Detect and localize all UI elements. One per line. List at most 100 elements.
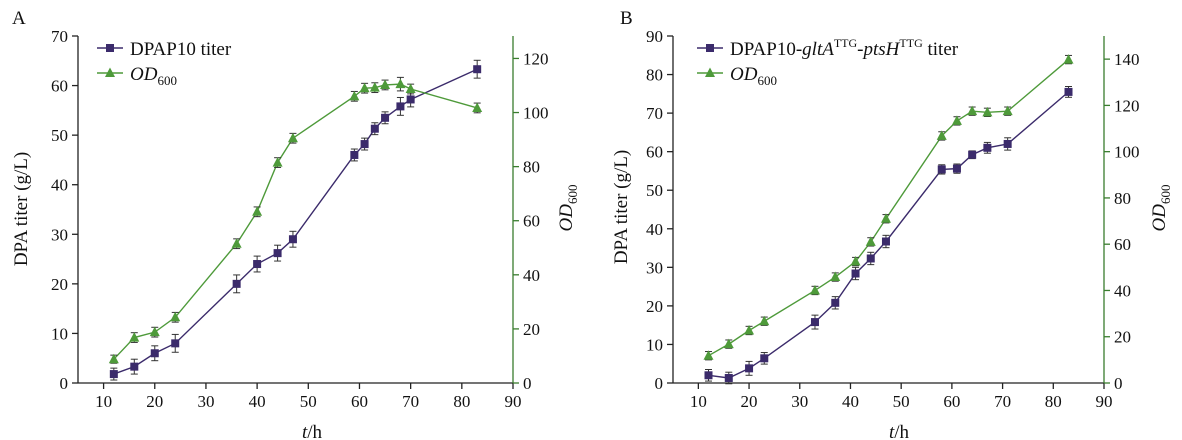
data-point <box>108 353 119 364</box>
x-axis-label-rest: /h <box>894 422 909 440</box>
data-point <box>968 150 977 159</box>
y-right-tick-label: 100 <box>523 104 549 123</box>
y-axis-right-label-italic: OD <box>1149 204 1170 232</box>
y-right-tick-label: 100 <box>1114 143 1140 162</box>
x-tick-label: 70 <box>402 392 419 411</box>
y-right-tick-label: 80 <box>1114 189 1131 208</box>
data-point <box>370 124 379 133</box>
data-point <box>170 311 181 322</box>
x-tick-label: 20 <box>741 392 758 411</box>
y-left-tick-label: 80 <box>646 66 663 85</box>
y-right-tick-label: 60 <box>523 212 540 231</box>
data-point <box>744 324 755 335</box>
data-point <box>1064 87 1073 96</box>
data-point <box>810 318 819 327</box>
data-point <box>724 373 733 382</box>
y-right-tick-label: 0 <box>523 374 532 393</box>
legend-label-part: TTG <box>834 36 858 50</box>
data-point <box>349 90 360 101</box>
legend-label-part: 600 <box>757 73 777 88</box>
data-point <box>760 354 769 363</box>
data-point <box>1003 139 1012 148</box>
panel-label: B <box>620 8 633 29</box>
x-tick-label: 40 <box>249 392 266 411</box>
legend-item: OD600 <box>97 64 177 88</box>
x-axis-label-rest: /h <box>307 422 322 440</box>
data-point <box>130 362 139 371</box>
data-point <box>472 102 483 112</box>
data-point <box>851 269 860 278</box>
y-right-tick-label: 120 <box>523 49 549 68</box>
data-point <box>1002 105 1013 116</box>
series-layer <box>108 59 483 381</box>
series-line <box>708 59 1069 357</box>
data-point <box>231 238 242 248</box>
legend-label-part: TTG <box>899 36 923 50</box>
data-point <box>381 113 390 122</box>
data-point <box>359 82 370 93</box>
legend-label-part: ptsH <box>862 39 901 60</box>
data-point <box>936 130 947 140</box>
legend-label-part: DPAP10 titer <box>130 39 232 60</box>
axes: 10 20 30 40 50 60 70 80 900102030405060700204060… <box>51 27 549 411</box>
y-right-tick-label: 20 <box>1114 328 1131 347</box>
x-tick-label: 10 <box>690 392 707 411</box>
data-point <box>866 254 875 263</box>
x-tick-label: 10 <box>95 392 112 411</box>
data-point <box>406 95 415 104</box>
y-right-tick-label: 20 <box>523 320 540 339</box>
data-point <box>171 339 180 348</box>
data-point <box>253 260 262 269</box>
legend-label-part: 600 <box>157 73 177 88</box>
y-right-tick-label: 60 <box>1114 235 1131 254</box>
x-axis-label-italic: t <box>889 422 895 440</box>
data-point <box>129 332 140 342</box>
y-left-tick-label: 60 <box>646 143 663 162</box>
data-point <box>830 271 841 282</box>
legend-label: DPAP10 titer <box>130 39 232 60</box>
data-point <box>473 65 482 74</box>
data-point <box>380 79 391 89</box>
data-point <box>880 213 891 223</box>
x-tick-label: 60 <box>351 392 368 411</box>
series-titer <box>704 86 1073 385</box>
series-od600 <box>703 54 1074 361</box>
y-right-tick-label: 120 <box>1114 96 1140 115</box>
legend-label-part: - <box>857 39 863 60</box>
data-point <box>369 82 380 92</box>
series-titer <box>109 59 482 381</box>
axes: 10 20 30 40 50 60 70 80 900102030405060708090020… <box>646 27 1140 411</box>
y-left-tick-label: 60 <box>51 77 68 96</box>
series-line <box>113 68 478 375</box>
x-axis-label: t/h <box>302 422 323 440</box>
data-point <box>288 235 297 244</box>
x-axis-label-italic: t <box>302 422 308 440</box>
data-point <box>360 140 369 149</box>
panel-a: A 10 20 30 40 50 60 70 80 9001020304050607002040… <box>11 8 580 440</box>
data-point <box>937 165 946 174</box>
data-point <box>396 102 405 111</box>
y-left-tick-label: 20 <box>51 275 68 294</box>
y-right-tick-label: 80 <box>523 158 540 177</box>
y-left-tick-label: 40 <box>646 220 663 239</box>
legend-item: OD600 <box>697 64 777 88</box>
y-axis-right-label: OD600 <box>556 185 580 232</box>
data-point <box>405 83 416 94</box>
data-point <box>287 132 298 143</box>
y-left-tick-label: 20 <box>646 297 663 316</box>
data-point <box>350 150 359 159</box>
y-left-tick-label: 40 <box>51 176 68 195</box>
data-point <box>149 326 160 337</box>
legend-label-part: DPAP10- <box>730 39 802 60</box>
legend-label-part: OD <box>730 64 758 85</box>
data-point <box>881 237 890 246</box>
data-point <box>272 157 283 167</box>
legend-label: DPAP10-gltATTG-ptsHTTG titer <box>730 36 959 60</box>
data-point <box>150 349 159 358</box>
y-right-tick-label: 40 <box>1114 281 1131 300</box>
y-axis-left-label: DPA titer (g/L) <box>611 150 632 264</box>
y-left-tick-label: 30 <box>646 258 663 277</box>
legend-marker <box>705 67 715 77</box>
data-point <box>109 370 118 379</box>
